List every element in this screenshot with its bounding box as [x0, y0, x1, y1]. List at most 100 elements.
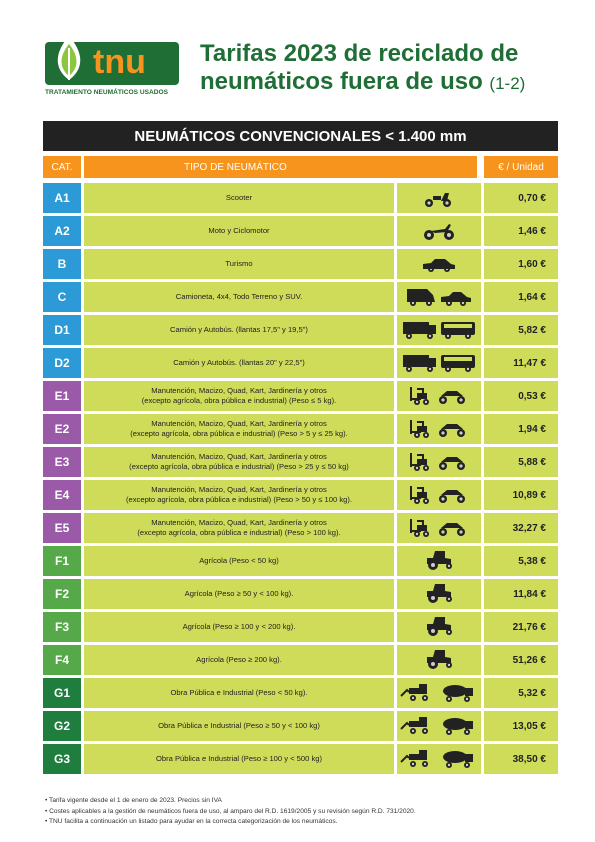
desc-cell: Agrícola (Peso ≥ 200 kg). [84, 645, 394, 675]
price-cell: 11,84 € [484, 579, 558, 609]
desc-line: Agrícola (Peso ≥ 200 kg). [196, 655, 282, 664]
desc-line: Obra Pública e Industrial (Peso ≥ 100 y … [155, 754, 323, 763]
vehicle-icon [410, 420, 465, 438]
vehicle-icon [410, 486, 465, 504]
cat-cell: E1 [43, 381, 81, 411]
desc-cell: Manutención, Macizo, Quad, Kart, Jardine… [84, 447, 394, 477]
desc-line: Obra Pública e Industrial (Peso < 50 kg)… [170, 688, 308, 697]
cat-cell: B [43, 249, 81, 279]
cat-cell: D2 [43, 348, 81, 378]
icon-cell [397, 480, 481, 510]
logo: tnu [45, 36, 179, 85]
desc-cell: Obra Pública e Industrial (Peso < 50 kg)… [84, 678, 394, 708]
desc-cell: Obra Pública e Industrial (Peso ≥ 50 y <… [84, 711, 394, 741]
desc-line: (excepto agrícola, obra pública e indust… [129, 462, 349, 471]
title-text: neumáticos fuera de uso [200, 68, 483, 95]
desc-line: (excepto agrícola, obra pública e indust… [126, 495, 352, 504]
desc-line: Manutención, Macizo, Quad, Kart, Jardine… [151, 452, 327, 461]
price-cell: 51,26 € [484, 645, 558, 675]
cat-cell: F4 [43, 645, 81, 675]
cat-cell: F3 [43, 612, 81, 642]
desc-line: Manutención, Macizo, Quad, Kart, Jardine… [151, 386, 327, 395]
price-cell: 5,88 € [484, 447, 558, 477]
icon-cell [397, 645, 481, 675]
desc-line: Camión y Autobús. (llantas 20" y 22,5") [173, 358, 305, 367]
vehicle-icon [424, 224, 454, 240]
icon-cell [397, 414, 481, 444]
desc-line: (excepto agrícola, obra pública e indust… [137, 528, 341, 537]
vehicle-icon [427, 551, 452, 570]
vehicle-icon [410, 453, 465, 471]
cat-cell: F2 [43, 579, 81, 609]
vehicle-icon [407, 289, 471, 306]
price-cell: 13,05 € [484, 711, 558, 741]
desc-line: Manutención, Macizo, Quad, Kart, Jardine… [151, 518, 327, 527]
icon-cell [397, 447, 481, 477]
price-cell: 21,76 € [484, 612, 558, 642]
cat-cell: E3 [43, 447, 81, 477]
desc-cell: Agrícola (Peso ≥ 50 y < 100 kg). [84, 579, 394, 609]
icon-cell [397, 513, 481, 543]
icon-cell [397, 183, 481, 213]
footnote: • TNU facilita a continuación un listado… [45, 818, 338, 825]
desc-cell: Camioneta, 4x4, Todo Terreno y SUV. [84, 282, 394, 312]
title-line1: Tarifas 2023 de reciclado de [200, 40, 519, 67]
cat-cell: G3 [43, 744, 81, 774]
icon-cell [397, 348, 481, 378]
price-cell: 11,47 € [484, 348, 558, 378]
icon-cell [397, 678, 481, 708]
desc-cell: Scooter [84, 183, 394, 213]
col-header: TIPO DE NEUMÁTICO [84, 156, 477, 178]
desc-line: Scooter [225, 193, 253, 202]
cat-cell: E5 [43, 513, 81, 543]
price-cell: 5,38 € [484, 546, 558, 576]
vehicle-icon [410, 387, 465, 405]
vehicle-icon [427, 617, 452, 636]
desc-cell: Turismo [84, 249, 394, 279]
table-title: NEUMÁTICOS CONVENCIONALES < 1.400 mm [43, 121, 558, 151]
cat-cell: F1 [43, 546, 81, 576]
desc-line: Agrícola (Peso < 50 kg) [199, 556, 279, 565]
cat-cell: E2 [43, 414, 81, 444]
vehicle-icon [427, 584, 452, 603]
price-cell: 10,89 € [484, 480, 558, 510]
cat-cell: G2 [43, 711, 81, 741]
icon-cell [397, 315, 481, 345]
icon-cell [397, 282, 481, 312]
icon-cell [397, 381, 481, 411]
footnote: • Tarifa vigente desde el 1 de enero de … [45, 797, 222, 804]
desc-cell: Manutención, Macizo, Quad, Kart, Jardine… [84, 480, 394, 510]
col-header: CAT. [43, 156, 81, 178]
desc-cell: Manutención, Macizo, Quad, Kart, Jardine… [84, 381, 394, 411]
price-cell: 1,60 € [484, 249, 558, 279]
desc-line: Agrícola (Peso ≥ 100 y < 200 kg). [182, 622, 296, 631]
desc-line: Manutención, Macizo, Quad, Kart, Jardine… [151, 419, 327, 428]
cat-cell: E4 [43, 480, 81, 510]
desc-cell: Moto y Ciclomotor [84, 216, 394, 246]
cat-cell: G1 [43, 678, 81, 708]
icon-cell [397, 711, 481, 741]
price-cell: 32,27 € [484, 513, 558, 543]
footnotes: • Tarifa vigente desde el 1 de enero de … [45, 796, 416, 828]
vehicle-icon [410, 519, 465, 537]
vehicle-icon [400, 717, 473, 735]
icon-cell [397, 744, 481, 774]
icon-cell [397, 579, 481, 609]
desc-cell: Camión y Autobús. (llantas 20" y 22,5") [84, 348, 394, 378]
vehicle-icon [425, 193, 451, 207]
desc-line: Moto y Ciclomotor [208, 226, 270, 235]
desc-cell: Agrícola (Peso ≥ 100 y < 200 kg). [84, 612, 394, 642]
footnote: • Costes aplicables a la gestión de neum… [45, 807, 416, 815]
desc-line: Manutención, Macizo, Quad, Kart, Jardine… [151, 485, 327, 494]
desc-line: (excepto agrícola, obra pública e indust… [130, 429, 348, 438]
desc-line: Camioneta, 4x4, Todo Terreno y SUV. [175, 292, 303, 301]
desc-cell: Camión y Autobús. (llantas 17,5" y 19,5"… [84, 315, 394, 345]
col-header: € / Unidad [484, 156, 558, 178]
cat-cell: D1 [43, 315, 81, 345]
price-cell: 0,70 € [484, 183, 558, 213]
desc-line: Turismo [225, 259, 253, 268]
icon-cell [397, 612, 481, 642]
logo-leaf [57, 36, 81, 80]
icon-cell [397, 216, 481, 246]
